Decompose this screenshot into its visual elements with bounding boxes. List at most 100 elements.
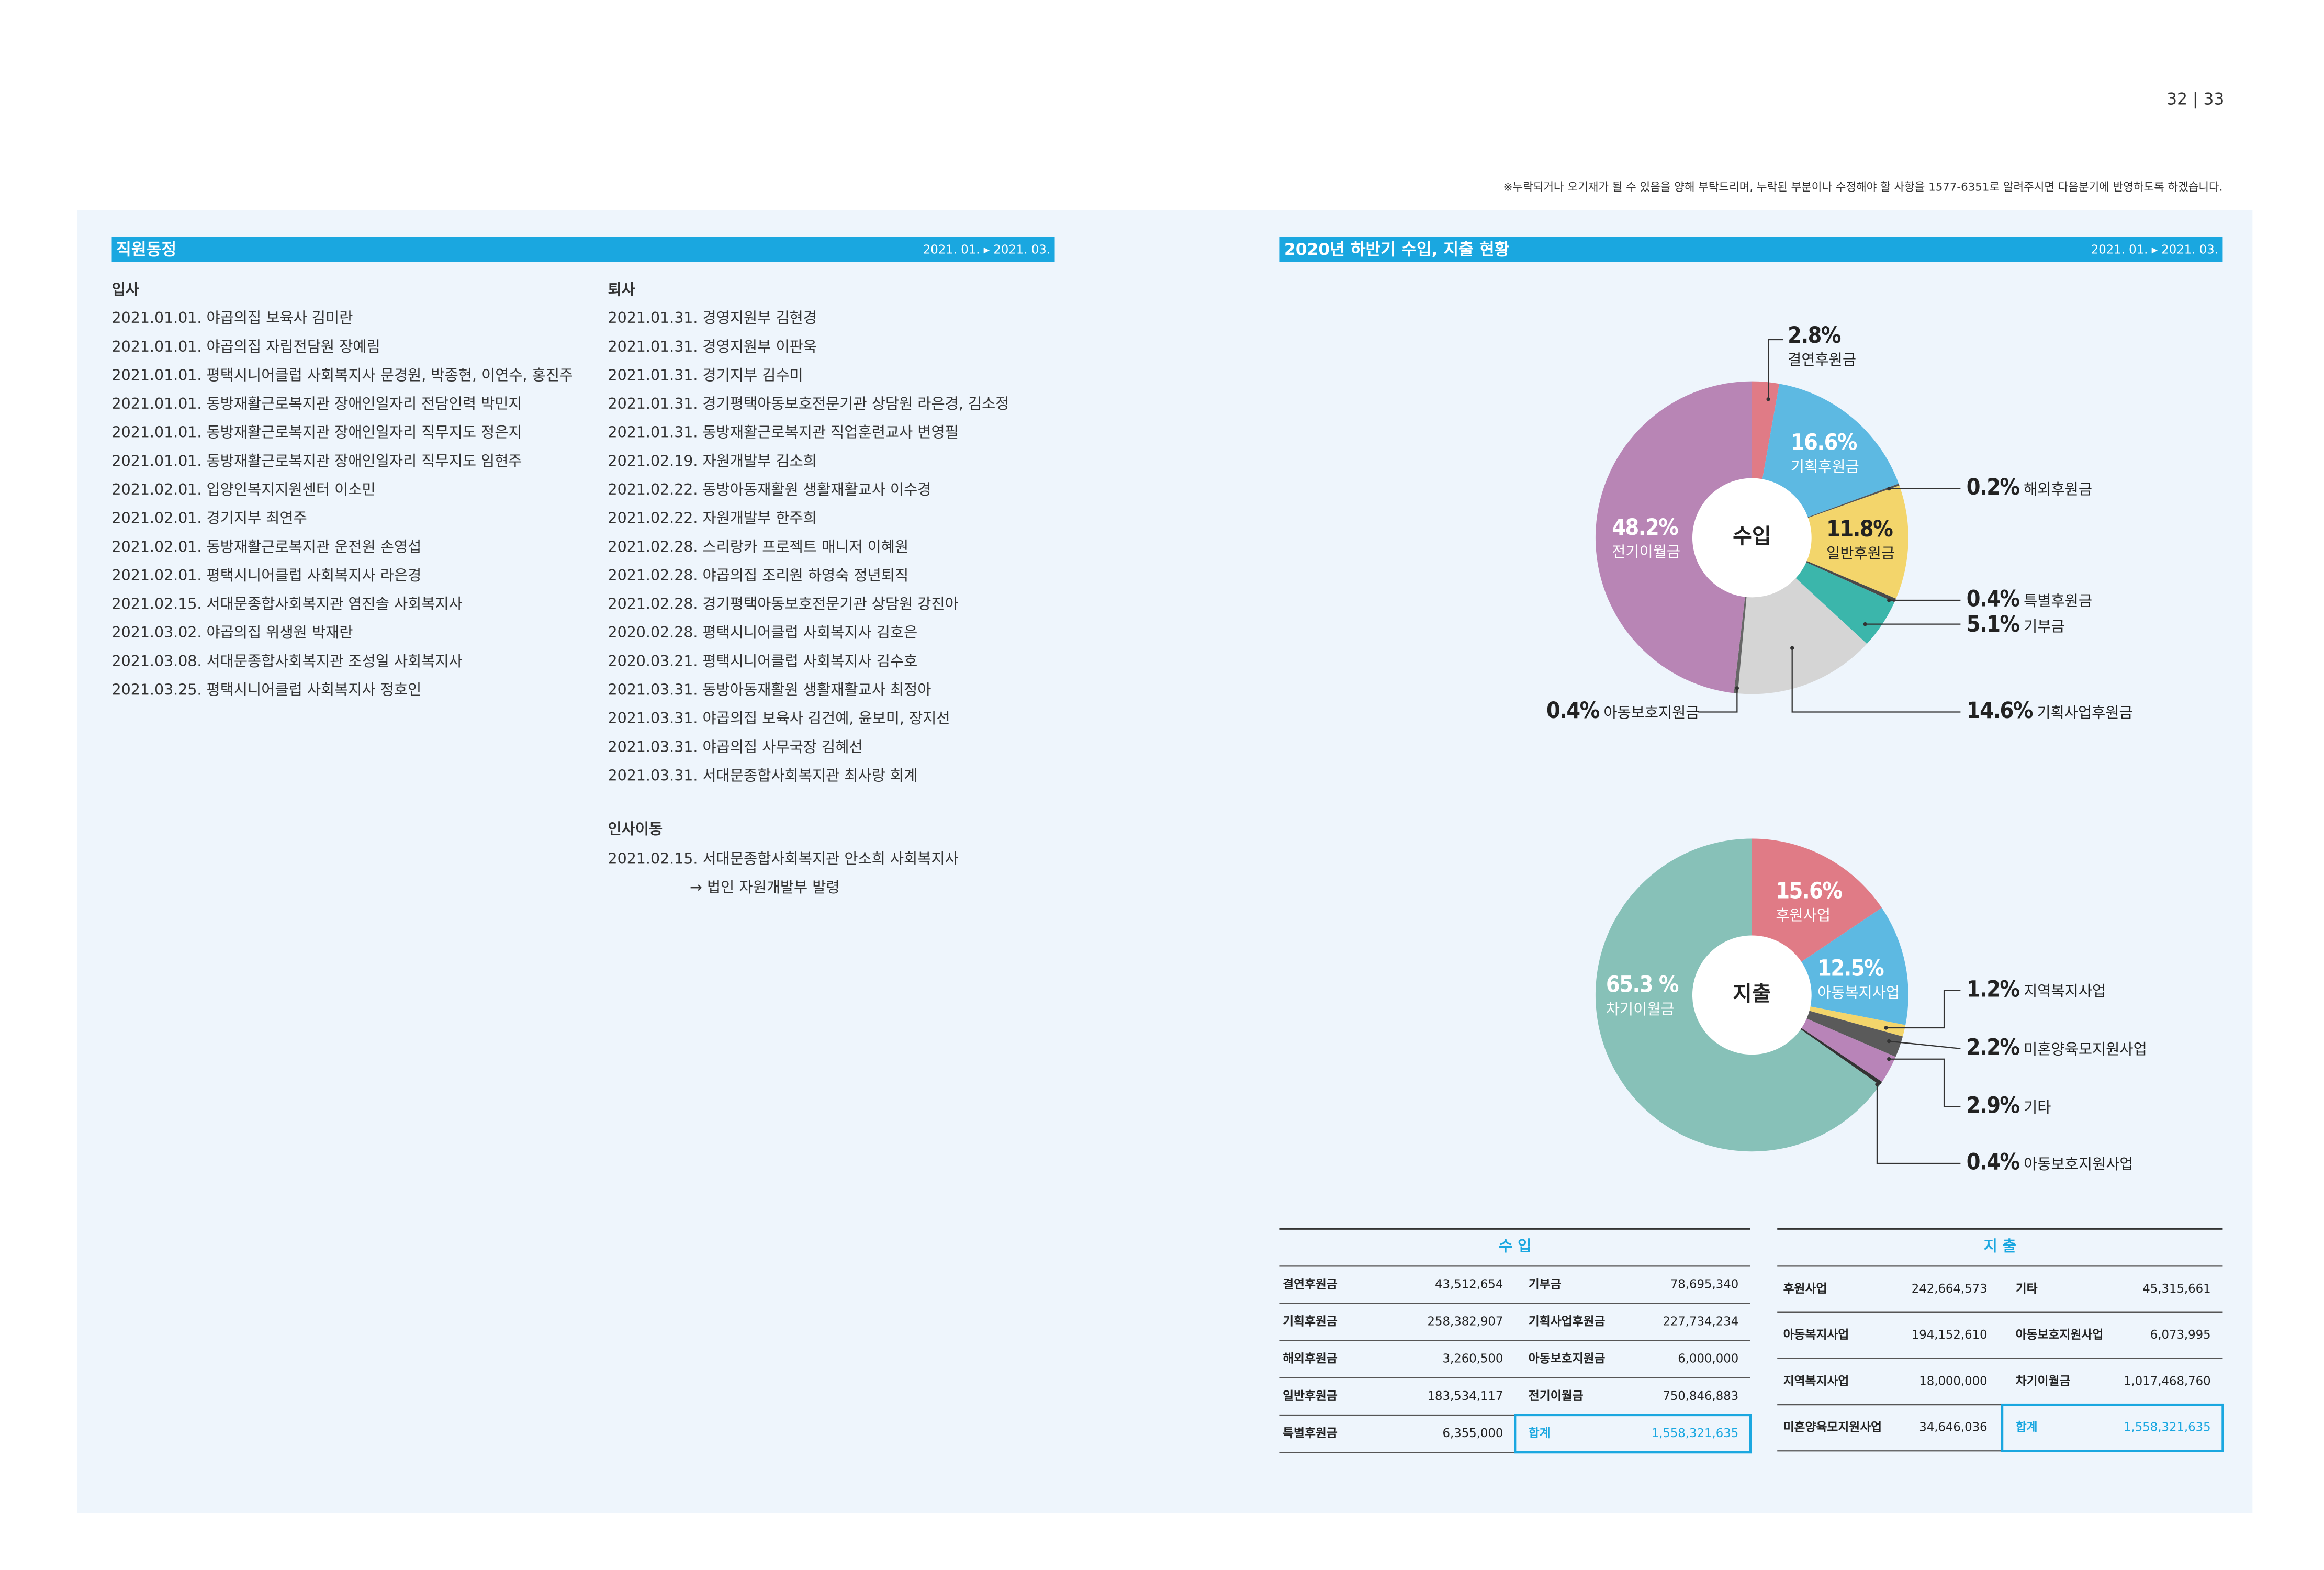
list-item: 2021.01.01. 야곱의집 보육사 김미란 — [112, 309, 353, 327]
pie-hole — [1692, 935, 1812, 1055]
pie-category-label: 기획후원금 — [1791, 458, 1859, 476]
list-item: 2021.02.22. 동방아동재활원 생활재활교사 이수경 — [608, 481, 931, 498]
table-cell: 지역복지사업 — [1783, 1374, 1849, 1388]
list-item: 2021.02.28. 스리랑카 프로젝트 매니저 이혜원 — [608, 538, 908, 555]
list-item: 2021.01.31. 동방재활근로복지관 직업훈련교사 변영필 — [608, 424, 958, 441]
list-item: 2021.02.28. 경기평택아동보호전문기관 상담원 강진아 — [608, 596, 958, 613]
leader-dot — [1887, 1057, 1891, 1061]
table-cell: 기타 — [2016, 1282, 2038, 1296]
pie-category-label: 아동보호지원금 — [1603, 704, 1699, 721]
pie-category-label: 일반후원금 — [1826, 545, 1895, 562]
table-cell: 차기이월금 — [2016, 1374, 2071, 1388]
list-item: 2021.01.01. 평택시니어클럽 사회복지사 문경원, 박종현, 이연수,… — [112, 366, 574, 384]
pie-category-label: 특별후원금 — [2024, 592, 2092, 610]
list-item: → 법인 자원개발부 발령 — [690, 879, 840, 896]
list-item: 2021.01.01. 동방재활근로복지관 장애인일자리 직무지도 정은지 — [112, 424, 522, 441]
notice: ※누락되거나 오기재가 될 수 있음을 양해 부탁드리며, 누락된 부분이나 수… — [1503, 181, 2223, 194]
header-bar — [1279, 237, 2223, 262]
list-item: 2021.03.25. 평택시니어클럽 사회복지사 정호인 — [112, 681, 422, 699]
list-item: 2021.02.01. 평택시니어클럽 사회복지사 라은경 — [112, 567, 422, 584]
pie-value-label: 1.2% — [1967, 976, 2020, 1002]
table-cell: 43,512,654 — [1435, 1277, 1503, 1291]
table-cell: 78,695,340 — [1670, 1277, 1738, 1291]
pie-value-label: 0.2% — [1967, 474, 2020, 500]
header-bar — [111, 237, 1055, 262]
pie-category-label: 전기이월금 — [1612, 543, 1680, 560]
pie-hole — [1692, 478, 1812, 598]
leader-line — [1876, 1084, 1961, 1164]
list-item: 2021.02.22. 자원개발부 한주희 — [608, 510, 817, 527]
table-cell: 일반후원금 — [1283, 1389, 1338, 1403]
table-cell: 특별후원금 — [1283, 1427, 1338, 1440]
pie-value-label: 14.6% — [1967, 698, 2033, 724]
list-item: 2021.02.01. 경기지부 최연주 — [112, 510, 307, 527]
pie-value-label: 2.8% — [1788, 322, 1841, 349]
table-cell: 기부금 — [1529, 1277, 1562, 1291]
table-cell: 3,260,500 — [1443, 1352, 1503, 1366]
table-cell: 전기이월금 — [1529, 1389, 1584, 1403]
table-cell: 34,646,036 — [1919, 1421, 1987, 1434]
leader-dot — [1887, 486, 1891, 491]
table-cell: 아동복지사업 — [1783, 1328, 1849, 1342]
table-cell: 1,558,321,635 — [1652, 1427, 1739, 1440]
list-item: 2021.02.19. 자원개발부 김소희 — [608, 452, 817, 469]
list-item: 2021.01.01. 동방재활근로복지관 장애인일자리 직무지도 임현주 — [112, 452, 522, 469]
table-cell: 258,382,907 — [1428, 1315, 1503, 1329]
heading: 인사이동 — [608, 820, 663, 837]
pie-value-label: 0.4% — [1967, 586, 2020, 612]
pie-category-label: 아동복지사업 — [1817, 984, 1900, 1001]
table-cell: 기획사업후원금 — [1529, 1315, 1606, 1329]
table-cell: 227,734,234 — [1663, 1315, 1738, 1329]
list-item: 2021.01.01. 동방재활근로복지관 장애인일자리 전담인력 박민지 — [112, 395, 522, 412]
list-item: 2021.03.31. 야곱의집 사무국장 김혜선 — [608, 738, 862, 756]
pie-value-label: 48.2% — [1612, 514, 1678, 541]
list-item: 2021.03.31. 야곱의집 보육사 김건예, 윤보미, 장지선 — [608, 710, 950, 727]
list-item: 2021.02.15. 서대문종합사회복지관 안소희 사회복지사 — [608, 850, 958, 867]
pie-category-label: 기타 — [2024, 1099, 2051, 1116]
leader-line — [1889, 1040, 1961, 1049]
pie-value-label: 12.5% — [1817, 955, 1884, 981]
table-cell: 아동보호지원금 — [1529, 1352, 1606, 1366]
heading: 퇴사 — [608, 281, 635, 298]
pie-value-label: 16.6% — [1791, 430, 1857, 456]
total-box — [2001, 1403, 2224, 1452]
pie-category-label: 미혼양육모지원사업 — [2024, 1041, 2147, 1058]
list-item: 2021.03.02. 야곱의집 위생원 박재란 — [112, 624, 353, 641]
leader-dot — [1790, 646, 1794, 650]
list-item: 2021.02.01. 입양인복지지원센터 이소민 — [112, 481, 376, 498]
leader-line — [1698, 688, 1738, 713]
table-cell: 45,315,661 — [2142, 1282, 2210, 1296]
list-item: 2021.01.31. 경영지원부 김현경 — [608, 309, 817, 327]
total-box — [1514, 1414, 1752, 1454]
pie-category-label: 해외후원금 — [2024, 480, 2092, 498]
list-item: 2021.01.31. 경영지원부 이판욱 — [608, 338, 817, 355]
list-item: 2020.03.21. 평택시니어클럽 사회복지사 김수호 — [608, 653, 917, 670]
list-item: 2021.03.31. 동방아동재활원 생활재활교사 최정아 — [608, 681, 931, 699]
list-item: 2021.02.28. 야곱의집 조리원 하영숙 정년퇴직 — [608, 567, 908, 584]
table-cell: 합계 — [1529, 1427, 1551, 1440]
pie-category-label: 기부금 — [2024, 618, 2065, 635]
period: 2021. 01. ▸ 2021. 03. — [2091, 243, 2218, 257]
section-title: 직원동정 — [116, 240, 176, 259]
leader-dot — [1887, 598, 1891, 602]
pie-value-label: 65.3 % — [1606, 972, 1679, 998]
table-cell: 18,000,000 — [1919, 1374, 1987, 1388]
list-item: 2021.02.01. 동방재활근로복지관 운전원 손영섭 — [112, 538, 422, 555]
table-cell: 후원사업 — [1783, 1282, 1827, 1296]
list-item: 2021.03.08. 서대문종합사회복지관 조성일 사회복지사 — [112, 653, 463, 670]
leader-line — [1889, 1058, 1961, 1107]
heading: 입사 — [112, 281, 139, 298]
pie-category-label: 아동보호지원사업 — [2024, 1156, 2133, 1173]
table-cell: 미혼양육모지원사업 — [1783, 1421, 1882, 1434]
leader-dot — [1863, 622, 1867, 626]
leader-line — [1791, 648, 1961, 713]
list-item: 2021.03.31. 서대문종합사회복지관 최사랑 회계 — [608, 767, 917, 784]
pie-value-label: 0.4% — [1546, 698, 1600, 724]
pie-category-label: 차기이월금 — [1606, 1001, 1675, 1018]
period: 2021. 01. ▸ 2021. 03. — [923, 243, 1050, 257]
pie-value-label: 2.9% — [1967, 1092, 2020, 1118]
list-item: 2021.01.31. 경기지부 김수미 — [608, 366, 803, 384]
pie-category-label: 후원사업 — [1776, 906, 1831, 924]
table-cell: 기획후원금 — [1283, 1315, 1338, 1329]
